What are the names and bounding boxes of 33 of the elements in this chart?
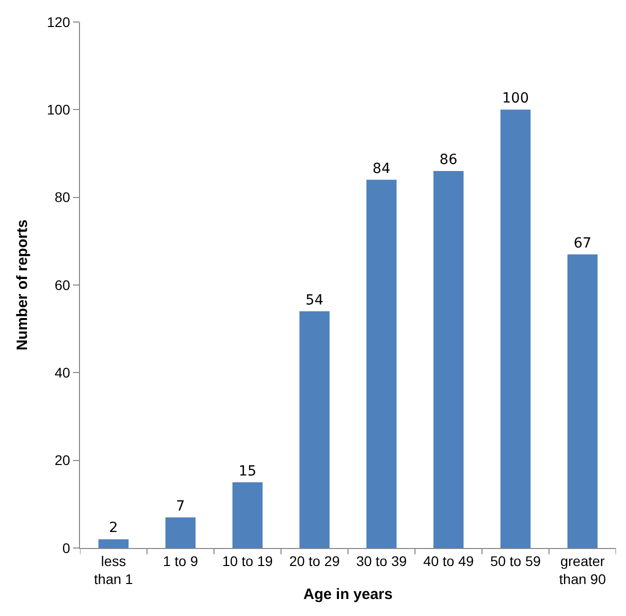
x-axis-title: Age in years bbox=[303, 586, 393, 603]
bar bbox=[232, 482, 263, 548]
data-label: 54 bbox=[306, 292, 324, 308]
bar bbox=[299, 311, 330, 548]
x-tick-label: 40 to 49 bbox=[423, 552, 474, 569]
bar bbox=[165, 517, 196, 548]
y-tick-label: 120 bbox=[46, 14, 70, 30]
data-label: 84 bbox=[372, 160, 390, 177]
y-tick-label: 60 bbox=[54, 276, 70, 293]
y-tick-label: 20 bbox=[54, 452, 70, 468]
data-label: 100 bbox=[502, 90, 529, 107]
y-axis-title: Number of reports bbox=[14, 220, 32, 350]
bar bbox=[500, 110, 531, 548]
x-tick-label: 20 to 29 bbox=[289, 552, 340, 569]
x-tick-label: 30 to 39 bbox=[356, 552, 408, 569]
x-tick-label: greater than 90 bbox=[559, 552, 606, 587]
y-tick-label: 0 bbox=[62, 540, 70, 556]
x-tick-label: 10 to 19 bbox=[222, 552, 274, 569]
data-label: 67 bbox=[574, 235, 592, 252]
data-label: 7 bbox=[176, 498, 185, 514]
data-label: 2 bbox=[109, 520, 118, 536]
bar bbox=[366, 180, 397, 548]
x-tick-label: less than 1 bbox=[94, 552, 134, 587]
y-tick-label: 40 bbox=[54, 364, 70, 381]
bar bbox=[567, 254, 598, 548]
y-tick-label: 100 bbox=[46, 102, 70, 118]
data-label: 15 bbox=[238, 463, 256, 480]
y-tick-label: 80 bbox=[54, 189, 70, 206]
x-tick-label: 50 to 59 bbox=[490, 552, 542, 569]
x-tick-label: 1 to 9 bbox=[162, 552, 198, 569]
bar bbox=[433, 171, 464, 548]
bar bbox=[98, 539, 129, 548]
data-label: 86 bbox=[440, 152, 458, 168]
